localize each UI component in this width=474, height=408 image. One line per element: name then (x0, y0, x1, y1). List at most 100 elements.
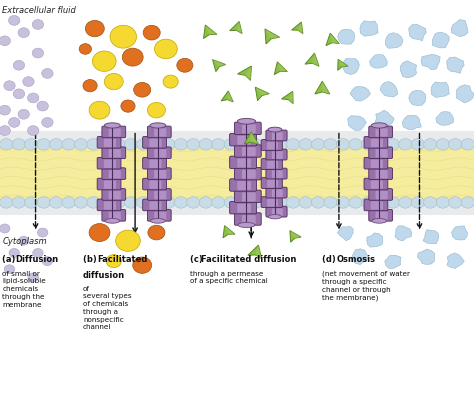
FancyBboxPatch shape (234, 190, 261, 202)
Circle shape (155, 39, 177, 59)
FancyBboxPatch shape (109, 128, 121, 137)
FancyBboxPatch shape (104, 180, 116, 189)
Circle shape (79, 44, 91, 54)
FancyBboxPatch shape (147, 210, 171, 221)
Circle shape (262, 139, 275, 150)
Circle shape (249, 197, 262, 208)
Circle shape (89, 224, 110, 242)
Polygon shape (400, 61, 416, 78)
Circle shape (411, 139, 425, 150)
Circle shape (286, 197, 300, 208)
FancyBboxPatch shape (229, 179, 256, 191)
FancyBboxPatch shape (369, 126, 392, 138)
FancyBboxPatch shape (97, 178, 121, 190)
FancyBboxPatch shape (237, 136, 251, 145)
FancyBboxPatch shape (109, 212, 121, 220)
FancyBboxPatch shape (272, 208, 283, 216)
FancyBboxPatch shape (267, 161, 278, 169)
Polygon shape (274, 62, 287, 75)
FancyBboxPatch shape (149, 180, 162, 189)
Circle shape (18, 236, 29, 245)
FancyBboxPatch shape (272, 189, 283, 197)
FancyBboxPatch shape (109, 149, 121, 157)
Circle shape (411, 197, 425, 208)
Circle shape (149, 197, 163, 208)
FancyBboxPatch shape (267, 180, 278, 188)
Polygon shape (290, 231, 301, 242)
Polygon shape (338, 59, 348, 70)
FancyBboxPatch shape (242, 215, 255, 224)
Circle shape (237, 139, 250, 150)
FancyBboxPatch shape (147, 168, 171, 180)
Circle shape (286, 139, 300, 150)
Circle shape (174, 197, 188, 208)
FancyBboxPatch shape (147, 147, 171, 159)
Circle shape (461, 139, 474, 150)
Circle shape (87, 197, 100, 208)
Circle shape (349, 197, 362, 208)
Circle shape (449, 139, 462, 150)
FancyBboxPatch shape (149, 160, 162, 168)
Circle shape (12, 197, 25, 208)
Circle shape (0, 105, 10, 115)
Circle shape (349, 139, 362, 150)
FancyBboxPatch shape (261, 197, 283, 208)
FancyBboxPatch shape (266, 130, 287, 141)
Polygon shape (277, 62, 287, 71)
FancyBboxPatch shape (375, 191, 388, 199)
Circle shape (162, 197, 175, 208)
Circle shape (25, 197, 38, 208)
Polygon shape (369, 54, 387, 68)
FancyBboxPatch shape (229, 133, 256, 146)
Circle shape (337, 197, 350, 208)
Polygon shape (452, 226, 467, 240)
Polygon shape (322, 81, 330, 94)
Polygon shape (203, 25, 217, 39)
Polygon shape (255, 87, 269, 101)
Circle shape (74, 139, 88, 150)
Polygon shape (230, 22, 242, 33)
FancyBboxPatch shape (272, 151, 283, 159)
FancyBboxPatch shape (102, 168, 126, 180)
FancyBboxPatch shape (364, 199, 388, 211)
Circle shape (62, 139, 75, 150)
Circle shape (199, 197, 212, 208)
Circle shape (4, 81, 15, 91)
Bar (0, 146, 474, 201)
FancyBboxPatch shape (242, 170, 255, 179)
Circle shape (262, 197, 275, 208)
Circle shape (133, 257, 152, 273)
FancyBboxPatch shape (375, 149, 388, 157)
Polygon shape (447, 253, 464, 268)
FancyBboxPatch shape (364, 178, 388, 190)
Polygon shape (348, 116, 366, 131)
Circle shape (436, 139, 449, 150)
Circle shape (249, 139, 262, 150)
Circle shape (0, 197, 13, 208)
FancyBboxPatch shape (97, 137, 121, 148)
Polygon shape (451, 20, 468, 37)
Circle shape (121, 100, 135, 112)
FancyBboxPatch shape (97, 199, 121, 211)
FancyBboxPatch shape (242, 147, 255, 156)
FancyBboxPatch shape (267, 142, 278, 149)
FancyBboxPatch shape (237, 158, 251, 167)
Polygon shape (315, 81, 330, 94)
Polygon shape (417, 249, 435, 264)
Polygon shape (337, 29, 355, 44)
Text: Extracellular fluid: Extracellular fluid (2, 6, 76, 15)
Circle shape (42, 69, 53, 78)
Polygon shape (290, 231, 301, 238)
FancyBboxPatch shape (143, 137, 166, 148)
Circle shape (124, 197, 137, 208)
Ellipse shape (268, 215, 282, 219)
Circle shape (177, 58, 193, 72)
FancyBboxPatch shape (147, 188, 171, 200)
FancyBboxPatch shape (229, 156, 256, 169)
Polygon shape (385, 33, 403, 48)
Circle shape (18, 28, 29, 38)
Polygon shape (447, 57, 464, 73)
Circle shape (424, 139, 437, 150)
Polygon shape (432, 32, 449, 48)
Circle shape (461, 197, 474, 208)
